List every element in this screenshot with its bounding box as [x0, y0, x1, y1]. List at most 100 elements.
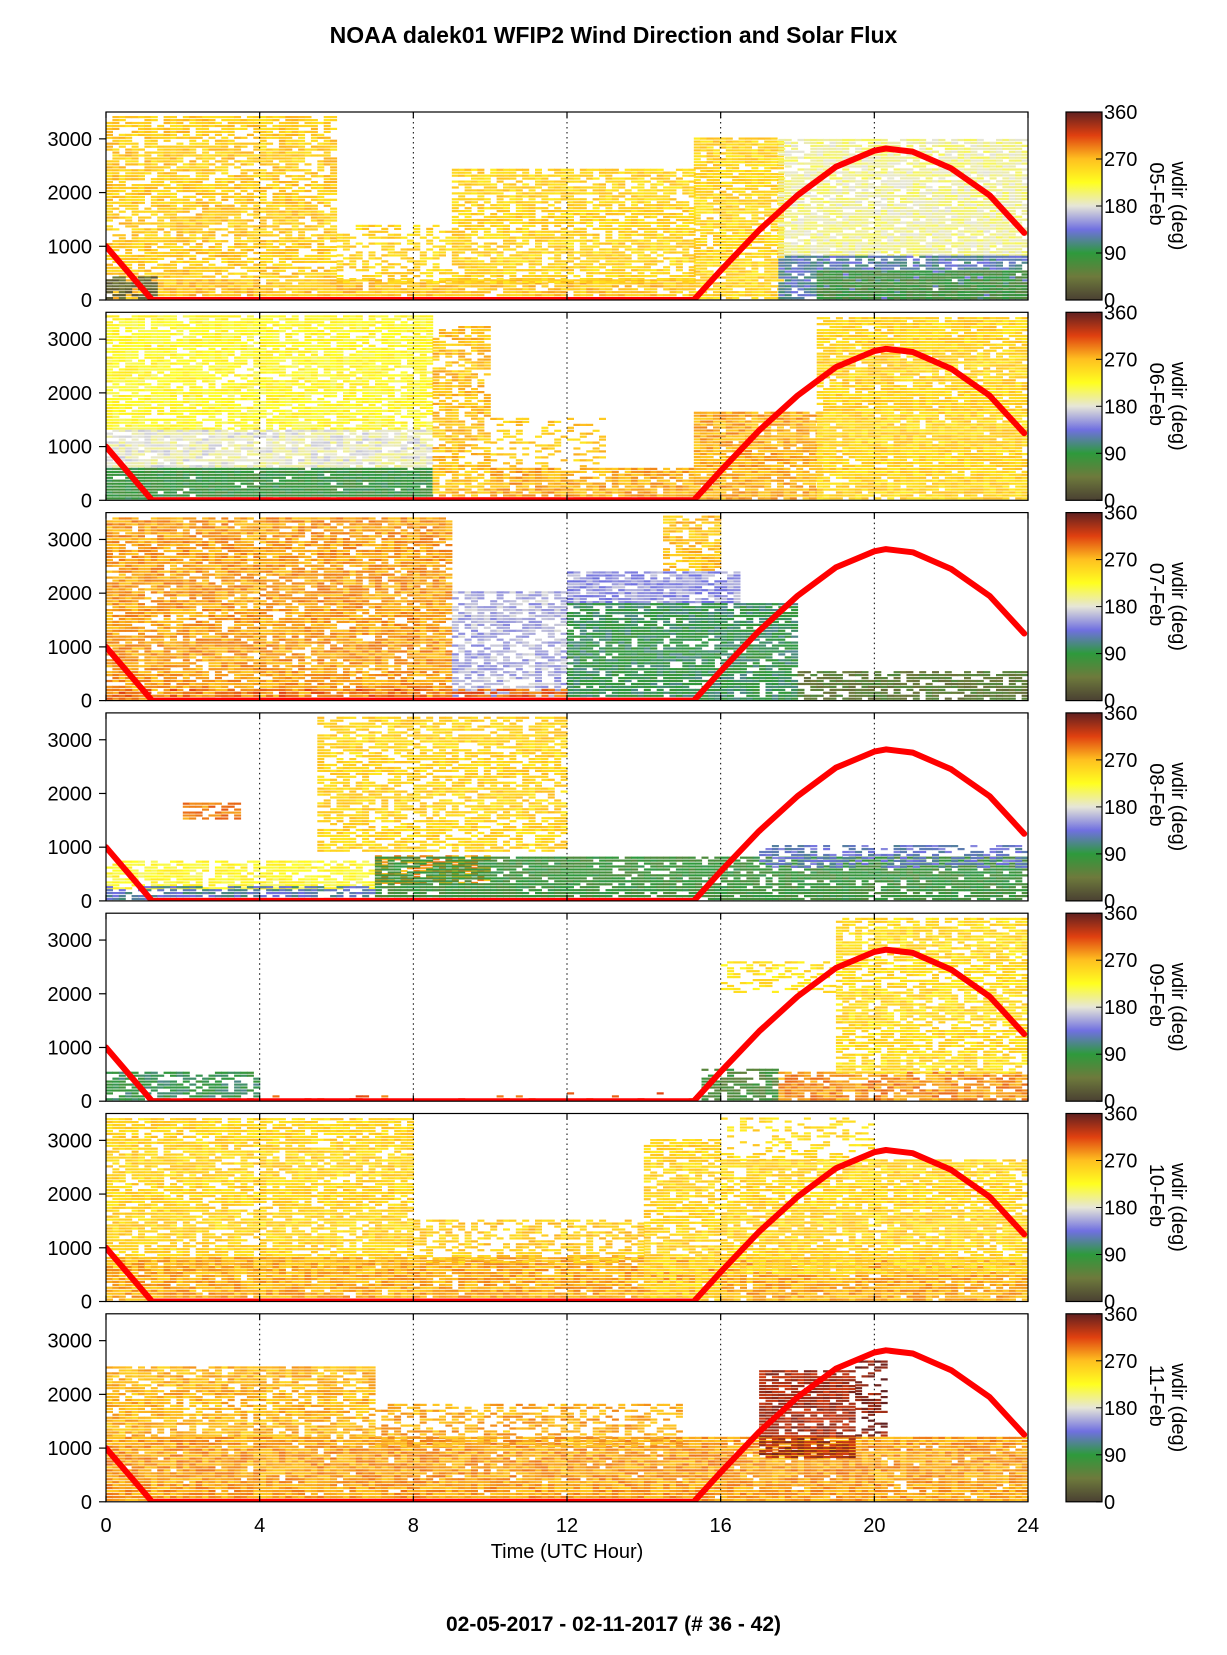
- heatmap-cell: [560, 239, 568, 242]
- heatmap-cell: [535, 239, 542, 242]
- heatmap-cell: [764, 255, 772, 258]
- heatmap-cell: [477, 183, 485, 186]
- heatmap-cell: [618, 291, 626, 294]
- heatmap-cell: [259, 257, 267, 260]
- heatmap-cell: [867, 248, 875, 251]
- heatmap-cell: [842, 189, 850, 192]
- heatmap-cell: [803, 221, 811, 224]
- heatmap-cell: [323, 127, 331, 130]
- heatmap-cell: [900, 254, 907, 257]
- heatmap-cell: [253, 154, 261, 157]
- heatmap-cell: [144, 157, 152, 160]
- heatmap-cell: [745, 146, 752, 149]
- heatmap-cell: [810, 197, 818, 201]
- heatmap-cell: [764, 164, 772, 167]
- heatmap-cell: [842, 233, 850, 236]
- heatmap-cell: [202, 260, 210, 263]
- heatmap-cell: [208, 257, 216, 260]
- heatmap-cell: [547, 275, 555, 278]
- heatmap-cell: [951, 147, 959, 150]
- heatmap-cell: [669, 215, 677, 219]
- heatmap-cell: [631, 171, 639, 174]
- heatmap-cell: [240, 210, 248, 213]
- heatmap-cell: [823, 227, 831, 230]
- heatmap-cell: [893, 236, 901, 239]
- heatmap-cell: [751, 282, 759, 285]
- heatmap-cell: [406, 272, 414, 275]
- heatmap-cell: [528, 269, 536, 272]
- heatmap-cell: [893, 221, 901, 224]
- heatmap-cell: [138, 195, 145, 198]
- heatmap-cell: [586, 233, 594, 236]
- heatmap-cell: [738, 220, 746, 223]
- heatmap-cell: [439, 251, 446, 254]
- heatmap-cell: [509, 168, 517, 171]
- heatmap-cell: [144, 210, 152, 213]
- heatmap-cell: [669, 198, 677, 201]
- heatmap-cell: [745, 193, 752, 196]
- heatmap-cell: [693, 205, 701, 208]
- heatmap-cell: [810, 174, 818, 177]
- heatmap-cell: [764, 152, 772, 155]
- heatmap-cell: [738, 193, 746, 196]
- heatmap-cell: [163, 222, 171, 225]
- heatmap-cell: [764, 258, 772, 261]
- heatmap-cell: [592, 198, 600, 201]
- heatmap-cell: [150, 213, 158, 216]
- heatmap-cell: [631, 210, 639, 213]
- heatmap-cell: [503, 245, 510, 248]
- heatmap-cell: [195, 260, 203, 263]
- heatmap-cell: [330, 127, 338, 130]
- heatmap-cell: [221, 282, 229, 285]
- heatmap-cell: [855, 215, 863, 218]
- heatmap-cell: [810, 212, 818, 215]
- heatmap-cell: [611, 171, 619, 174]
- heatmap-cell: [195, 285, 203, 288]
- heatmap-cell: [745, 220, 752, 223]
- heatmap-cell: [182, 279, 190, 282]
- heatmap-cell: [650, 204, 658, 207]
- heatmap-cell: [932, 144, 939, 147]
- heatmap-cell: [693, 261, 701, 264]
- heatmap-cell: [496, 269, 504, 272]
- heatmap-cell: [451, 227, 459, 230]
- heatmap-cell: [784, 180, 792, 183]
- heatmap-cell: [509, 278, 517, 281]
- heatmap-cell: [650, 294, 658, 297]
- heatmap-cell: [835, 239, 843, 242]
- heatmap-cell: [259, 207, 267, 210]
- heatmap-cell: [618, 278, 626, 281]
- heatmap-cell: [700, 267, 708, 270]
- heatmap-cell: [713, 202, 720, 205]
- heatmap-cell: [227, 186, 235, 190]
- heatmap-cell: [336, 245, 344, 248]
- heatmap-cell: [573, 198, 581, 201]
- heatmap-cell: [784, 150, 792, 153]
- heatmap-cell: [900, 186, 907, 189]
- heatmap-cell: [637, 251, 645, 254]
- heatmap-cell: [317, 257, 325, 260]
- heatmap-cell: [310, 260, 318, 263]
- heatmap-cell: [125, 175, 133, 178]
- heatmap-cell: [483, 207, 491, 210]
- heatmap-cell: [182, 186, 190, 190]
- heatmap-cell: [912, 224, 920, 227]
- heatmap-cell: [317, 288, 325, 291]
- heatmap-cell: [464, 233, 472, 236]
- heatmap-cell: [835, 138, 843, 142]
- heatmap-cell: [855, 206, 863, 209]
- heatmap-cell: [803, 156, 811, 159]
- heatmap-cell: [515, 174, 523, 177]
- heatmap-cell: [253, 195, 261, 198]
- heatmap-cell: [643, 195, 651, 198]
- heatmap-cell: [573, 201, 581, 204]
- heatmap-cell: [573, 213, 581, 216]
- heatmap-cell: [387, 242, 395, 245]
- heatmap-cell: [394, 236, 402, 239]
- heatmap-cell: [656, 218, 664, 222]
- heatmap-cell: [842, 224, 850, 227]
- heatmap-cell: [770, 270, 778, 273]
- heatmap-cell: [887, 209, 895, 212]
- heatmap-cell: [310, 184, 318, 187]
- heatmap-cell: [138, 228, 145, 231]
